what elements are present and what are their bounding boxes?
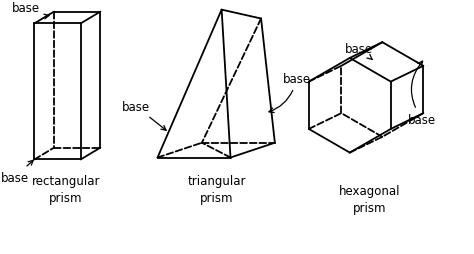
Text: rectangular
prism: rectangular prism [32, 174, 100, 204]
Text: base: base [122, 100, 166, 131]
Text: base: base [12, 2, 49, 20]
Text: base: base [408, 62, 437, 126]
Text: base: base [0, 161, 33, 184]
Text: hexagonal
prism: hexagonal prism [339, 184, 400, 214]
Text: triangular
prism: triangular prism [187, 174, 246, 204]
Text: base: base [269, 73, 310, 113]
Text: base: base [345, 42, 373, 60]
